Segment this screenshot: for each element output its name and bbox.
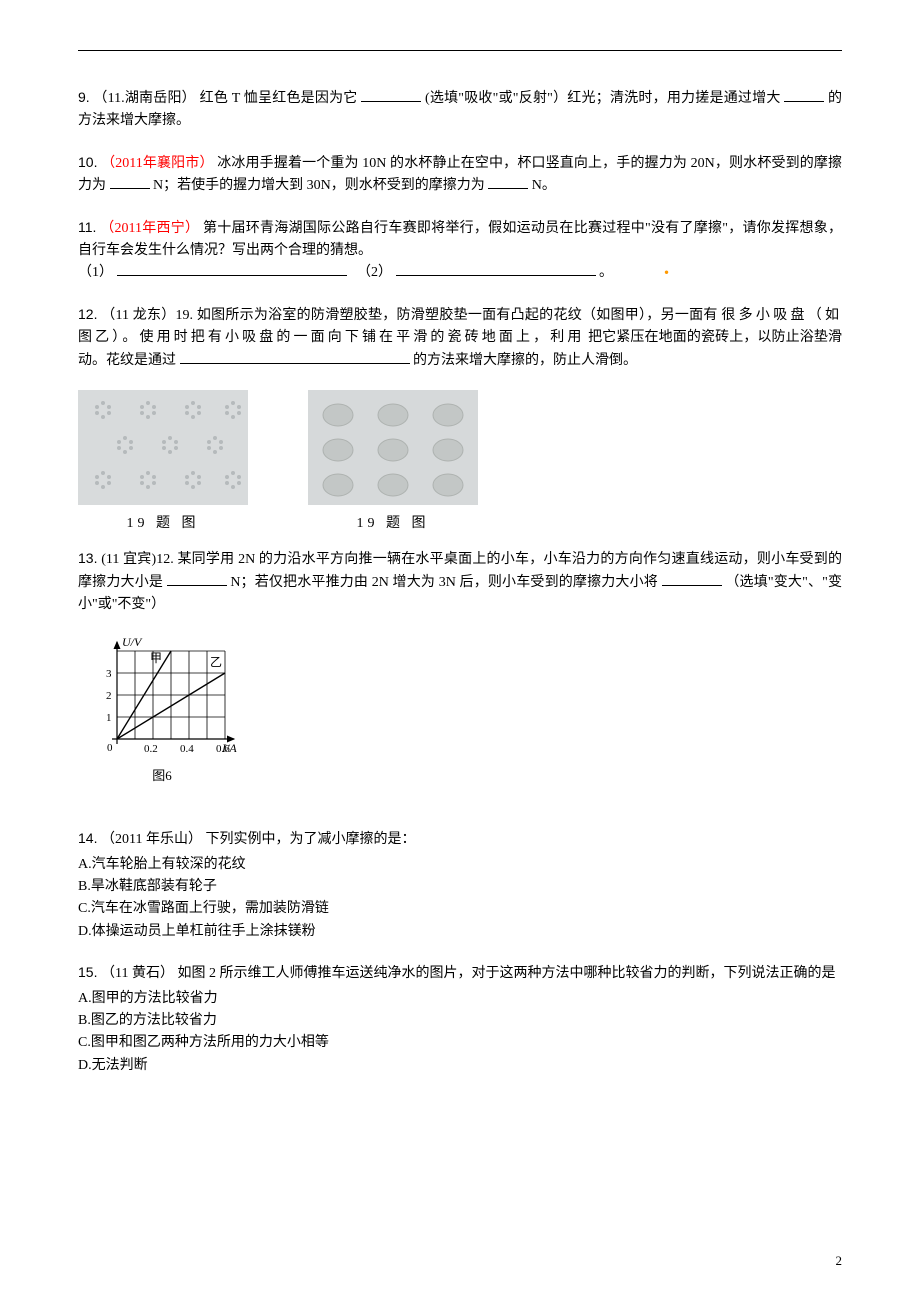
q12-text-d: 的方法来增大摩擦的，防止人滑倒。 bbox=[413, 353, 637, 368]
q15-opt-b: B.图乙的方法比较省力 bbox=[78, 1010, 842, 1032]
graph-ytick-3: 3 bbox=[106, 668, 112, 680]
q14-opt-d: D.体操运动员上单杠前往手上涂抹镁粉 bbox=[78, 921, 842, 943]
q15-opt-a: A.图甲的方法比较省力 bbox=[78, 988, 842, 1010]
question-13: 13. (11 宜宾)12. 某同学用 2N 的力沿水平方向推一辆在水平桌面上的… bbox=[78, 547, 842, 616]
orange-dot: ● bbox=[664, 268, 669, 277]
q11-num: 11. bbox=[78, 219, 96, 235]
graph-figure: U/V I/A 甲 乙 1 2 3 0 0.2 0.4 0.6 图6 bbox=[92, 634, 842, 787]
page-number: 2 bbox=[836, 1251, 843, 1272]
graph-origin: 0 bbox=[107, 742, 113, 754]
q11-blank-1 bbox=[117, 262, 347, 276]
q14-source: （2011 年乐山） bbox=[101, 832, 202, 847]
q12-image-2-box: 19 题 图 bbox=[308, 390, 478, 535]
graph-xtick-2: 0.4 bbox=[180, 743, 194, 755]
q14-opt-a: A.汽车轮胎上有较深的花纹 bbox=[78, 854, 842, 876]
q14-options: A.汽车轮胎上有较深的花纹 B.旱冰鞋底部装有轮子 C.汽车在冰雪路面上行驶，需… bbox=[78, 854, 842, 944]
q12-blank-1 bbox=[180, 350, 410, 364]
q14-opt-c: C.汽车在冰雪路面上行驶，需加装防滑链 bbox=[78, 898, 842, 920]
graph-caption: 图6 bbox=[92, 766, 232, 787]
q12-num: 12. bbox=[78, 306, 97, 322]
q9-num: 9. bbox=[78, 89, 90, 105]
q11-sub1: （1） bbox=[78, 265, 113, 280]
q13-text-b: N；若仅把水平推力由 2N 增大为 3N 后，则小车受到的摩擦力大小将 bbox=[230, 575, 658, 590]
q15-stem: 如图 2 所示维工人师傅推车运送纯净水的图片，对于这两种方法中哪种比较省力的判断… bbox=[177, 966, 835, 981]
q12-source: （11 龙东）19. bbox=[101, 308, 193, 323]
q12-image-1 bbox=[78, 390, 248, 505]
question-12: 12. （11 龙东）19. 如图所示为浴室的防滑塑胶垫，防滑塑胶垫一面有凸起的… bbox=[78, 303, 842, 372]
q15-opt-d: D.无法判断 bbox=[78, 1055, 842, 1077]
q12-image-1-box: 19 题 图 bbox=[78, 390, 248, 535]
q14-opt-b: B.旱冰鞋底部装有轮子 bbox=[78, 876, 842, 898]
q9-blank-1 bbox=[361, 88, 421, 102]
q13-blank-2 bbox=[662, 572, 722, 586]
graph-xtick-1: 0.2 bbox=[144, 743, 158, 755]
q13-source: (11 宜宾)12. bbox=[101, 552, 174, 567]
q13-blank-1 bbox=[167, 572, 227, 586]
q14-num: 14. bbox=[78, 830, 97, 846]
q15-source: （11 黄石） bbox=[101, 966, 174, 981]
question-15: 15. （11 黄石） 如图 2 所示维工人师傅推车运送纯净水的图片，对于这两种… bbox=[78, 961, 842, 1077]
q9-text-b: (选填"吸收"或"反射"）红光；清洗时，用力搓是通过增大 bbox=[425, 91, 781, 106]
q12-image-2 bbox=[308, 390, 478, 505]
graph-ytick-1: 1 bbox=[106, 712, 112, 724]
question-10: 10. （2011年襄阳市） 冰冰用手握着一个重为 10N 的水杯静止在空中，杯… bbox=[78, 151, 842, 198]
question-9: 9. （11.湖南岳阳） 红色 T 恤呈红色是因为它 (选填"吸收"或"反射"）… bbox=[78, 86, 842, 133]
graph-xtick-3: 0.6 bbox=[216, 743, 230, 755]
question-11: 11. （2011年西宁） 第十届环青海湖国际公路自行车赛即将举行，假如运动员在… bbox=[78, 216, 842, 285]
graph-line1-label: 甲 bbox=[150, 651, 162, 665]
q12-caption-1: 19 题 图 bbox=[127, 513, 200, 535]
graph-line2-label: 乙 bbox=[210, 655, 222, 669]
question-14: 14. （2011 年乐山） 下列实例中，为了减小摩擦的是： A.汽车轮胎上有较… bbox=[78, 827, 842, 943]
q10-blank-1 bbox=[110, 175, 150, 189]
q11-sub2: （2） bbox=[357, 265, 392, 280]
q14-stem: 下列实例中，为了减小摩擦的是： bbox=[205, 832, 415, 847]
q15-options: A.图甲的方法比较省力 B.图乙的方法比较省力 C.图甲和图乙两种方法所用的力大… bbox=[78, 988, 842, 1078]
graph-ytick-2: 2 bbox=[106, 690, 112, 702]
q13-num: 13. bbox=[78, 550, 97, 566]
graph-svg: U/V I/A 甲 乙 1 2 3 0 0.2 0.4 0.6 bbox=[92, 634, 242, 764]
q10-text-c: N。 bbox=[532, 178, 556, 193]
q9-blank-2 bbox=[784, 88, 824, 102]
q10-num: 10. bbox=[78, 154, 97, 170]
q10-blank-2 bbox=[488, 175, 528, 189]
q11-end: 。 bbox=[599, 265, 613, 280]
q9-source: （11.湖南岳阳） bbox=[93, 91, 196, 106]
q10-source: （2011年襄阳市） bbox=[101, 156, 213, 171]
q11-source: （2011年西宁） bbox=[100, 221, 199, 236]
q12-caption-2: 19 题 图 bbox=[357, 513, 430, 535]
q12-images: 19 题 图 19 题 图 bbox=[78, 390, 842, 535]
q11-blank-2 bbox=[396, 262, 596, 276]
q15-opt-c: C.图甲和图乙两种方法所用的力大小相等 bbox=[78, 1032, 842, 1054]
graph-ylabel: U/V bbox=[122, 635, 143, 649]
q12-text-a: 如图所示为浴室的防滑塑胶垫，防滑塑胶垫一面有凸起的花纹（如图甲），另一面有 bbox=[197, 308, 718, 323]
q9-text-a: 红色 T 恤呈红色是因为它 bbox=[200, 91, 358, 106]
q15-num: 15. bbox=[78, 964, 97, 980]
q10-text-b: N；若使手的握力增大到 30N，则水杯受到的摩擦力为 bbox=[153, 178, 485, 193]
header-rule bbox=[78, 50, 842, 51]
